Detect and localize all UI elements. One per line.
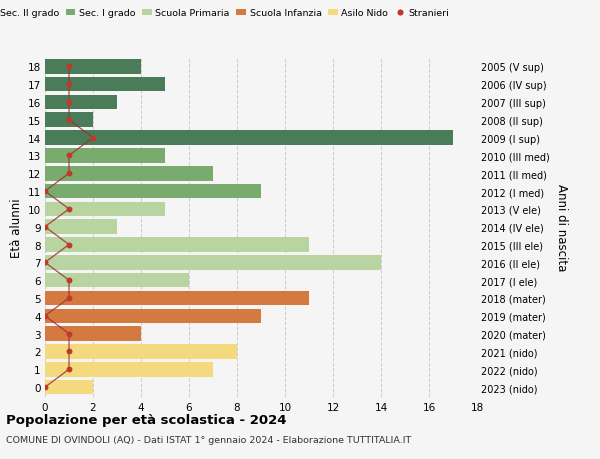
Bar — [45, 291, 309, 306]
Point — [88, 134, 98, 142]
Bar — [45, 220, 117, 235]
Bar — [45, 309, 261, 324]
Point — [64, 99, 74, 106]
Point — [40, 224, 50, 231]
Y-axis label: Anni di nascita: Anni di nascita — [556, 184, 568, 271]
Bar — [45, 60, 141, 74]
Point — [64, 152, 74, 160]
Point — [64, 277, 74, 284]
Point — [64, 81, 74, 89]
Bar — [45, 149, 165, 163]
Bar — [45, 238, 309, 252]
Point — [64, 206, 74, 213]
Bar — [45, 78, 165, 92]
Bar — [45, 380, 93, 395]
Point — [64, 295, 74, 302]
Point — [64, 348, 74, 355]
Point — [40, 188, 50, 196]
Point — [64, 63, 74, 71]
Point — [40, 384, 50, 391]
Point — [64, 330, 74, 337]
Bar — [45, 185, 261, 199]
Bar — [45, 344, 237, 359]
Bar — [45, 362, 213, 377]
Bar — [45, 113, 93, 128]
Bar — [45, 131, 453, 146]
Legend: Sec. II grado, Sec. I grado, Scuola Primaria, Scuola Infanzia, Asilo Nido, Stran: Sec. II grado, Sec. I grado, Scuola Prim… — [0, 10, 449, 18]
Point — [64, 366, 74, 373]
Text: Popolazione per età scolastica - 2024: Popolazione per età scolastica - 2024 — [6, 413, 287, 426]
Bar — [45, 95, 117, 110]
Bar — [45, 167, 213, 181]
Point — [64, 170, 74, 178]
Point — [64, 241, 74, 249]
Point — [40, 313, 50, 320]
Point — [40, 259, 50, 266]
Point — [64, 117, 74, 124]
Text: COMUNE DI OVINDOLI (AQ) - Dati ISTAT 1° gennaio 2024 - Elaborazione TUTTITALIA.I: COMUNE DI OVINDOLI (AQ) - Dati ISTAT 1° … — [6, 435, 411, 444]
Bar — [45, 256, 381, 270]
Bar — [45, 202, 165, 217]
Bar — [45, 327, 141, 341]
Y-axis label: Età alunni: Età alunni — [10, 197, 23, 257]
Bar — [45, 273, 189, 288]
